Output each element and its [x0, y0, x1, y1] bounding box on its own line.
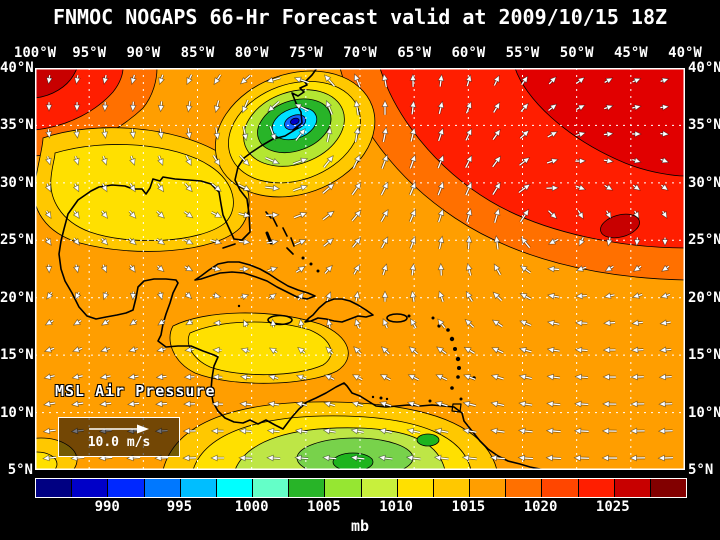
colorbar-segment [216, 479, 254, 497]
lat-tick-label: 35°N [688, 117, 720, 134]
colorbar-segment [325, 479, 362, 497]
lon-tick-label: 55°W [505, 45, 540, 61]
colorbar-segment [361, 479, 398, 497]
colorbar-segment [578, 479, 615, 497]
colorbar-tick-label: 990 [94, 499, 120, 515]
lat-tick-label: 15°N [688, 347, 720, 364]
pressure-colorbar [35, 478, 687, 498]
lon-tick-label: 80°W [234, 45, 269, 61]
lon-tick-label: 65°W [397, 45, 432, 61]
lon-tick-label: 90°W [126, 45, 161, 61]
colorbar-segment [72, 479, 109, 497]
colorbar-segment [542, 479, 579, 497]
colorbar-tick-label: 1010 [379, 499, 413, 515]
lon-tick-label: 70°W [343, 45, 377, 61]
colorbar-segment [253, 479, 290, 497]
colorbar-tick-labels: 990 995 1000 1005 1010 1015 1020 1025 [35, 499, 685, 515]
colorbar-segment [470, 479, 507, 497]
colorbar-segment [36, 479, 73, 497]
colorbar-segment [108, 479, 145, 497]
lat-tick-label: 20°N [688, 289, 720, 306]
colorbar-tick-label: 1025 [595, 499, 630, 515]
lon-tick-label: 50°W [559, 45, 594, 61]
colorbar-segment [614, 479, 651, 497]
reference-wind-arrow-icon [89, 424, 149, 434]
colorbar-tick-label: 995 [166, 499, 193, 515]
wind-scale-legend: 10.0 m/s [58, 417, 180, 457]
coastlines [58, 68, 548, 470]
colorbar-tick-label: 1020 [523, 499, 558, 515]
map-border [35, 68, 685, 470]
colorbar-segment [289, 479, 326, 497]
colorbar-tick-label: 1015 [451, 499, 486, 515]
colorbar-segment [180, 479, 217, 497]
colorbar-segment [144, 479, 181, 497]
lat-tick-label: 20°N [0, 289, 34, 306]
lat-tick-label: 25°N [0, 232, 34, 249]
lat-tick-label: 40°N [0, 60, 34, 76]
lon-tick-label: 100°W [13, 45, 57, 61]
lat-tick-label: 25°N [688, 232, 720, 249]
lat-tick-label: 10°N [688, 404, 720, 421]
colorbar-segment [433, 479, 471, 497]
lon-tick-label: 85°W [180, 45, 215, 61]
colorbar-segment [397, 479, 434, 497]
lat-tick-label: 40°N [688, 60, 720, 76]
lon-tick-label: 95°W [72, 45, 107, 61]
lat-tick-label: 30°N [688, 174, 720, 191]
lon-tick-label: 40°W [668, 45, 702, 61]
field-name-label: MSL Air Pressure [55, 382, 216, 400]
colorbar-segment [506, 479, 543, 497]
lat-tick-label: 30°N [0, 174, 34, 191]
colorbar-tick-label: 1000 [234, 499, 269, 515]
lon-tick-label: 45°W [613, 45, 648, 61]
map-panel [35, 68, 685, 470]
pressure-map [35, 68, 685, 470]
colorbar-segment [650, 479, 687, 497]
lat-tick-label: 10°N [0, 404, 34, 421]
page-title: FNMOC NOGAPS 66-Hr Forecast valid at 200… [52, 5, 668, 29]
wind-scale-value: 10.0 m/s [87, 435, 151, 450]
colorbar-tick-label: 1005 [307, 499, 341, 515]
colorbar-unit-label: mb [350, 517, 370, 535]
lon-tick-label: 60°W [451, 45, 486, 61]
lat-tick-label: 5°N [688, 462, 714, 478]
lon-tick-label: 75°W [288, 45, 323, 61]
lat-tick-label: 35°N [0, 117, 34, 134]
lat-tick-label: 5°N [7, 462, 33, 478]
lat-tick-label: 15°N [0, 347, 34, 364]
